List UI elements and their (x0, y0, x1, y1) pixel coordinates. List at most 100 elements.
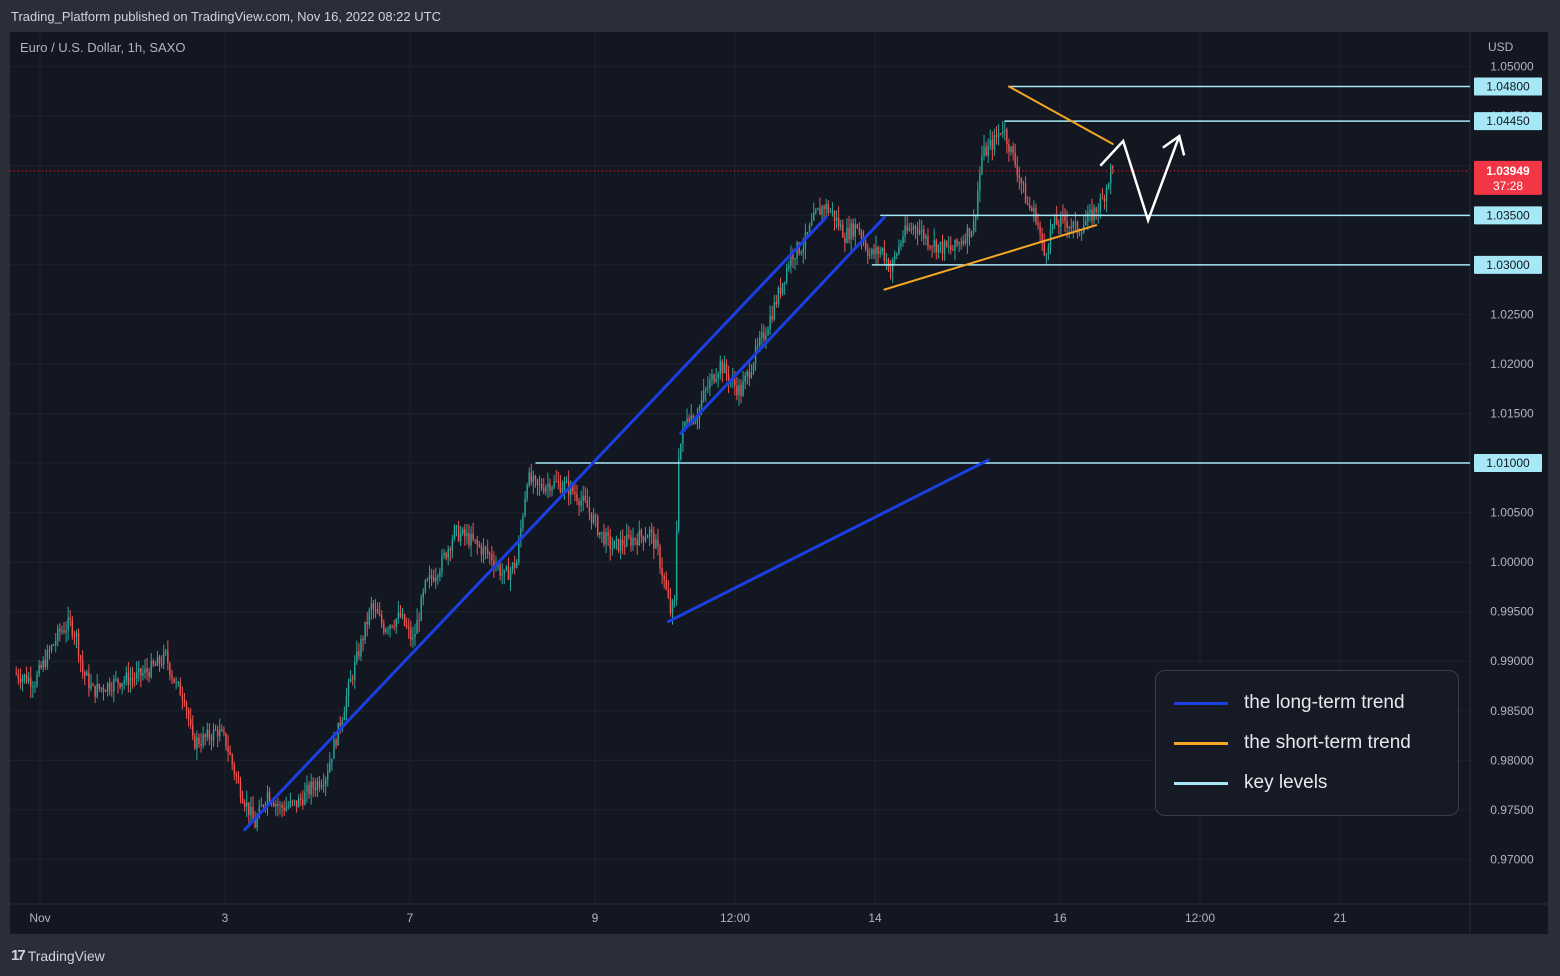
candle-body (914, 226, 917, 229)
candle-body (651, 529, 653, 533)
candle (113, 674, 115, 703)
candle-body (335, 739, 337, 746)
candle-body (1097, 210, 1099, 212)
candle-body (173, 678, 175, 683)
candle-body (931, 246, 933, 248)
candle-body (266, 791, 269, 805)
candle (846, 218, 848, 244)
candle (1012, 142, 1014, 161)
candle-body (783, 282, 786, 284)
candle-body (339, 722, 341, 727)
candle-body (71, 619, 74, 636)
candle-body (690, 415, 692, 423)
candle (237, 771, 240, 784)
candle (223, 726, 225, 737)
candle-body (100, 687, 103, 689)
candle (187, 707, 190, 727)
candle-body (127, 672, 130, 685)
candle-body (1070, 226, 1072, 228)
candle (1016, 155, 1018, 183)
candle (381, 610, 383, 629)
candle-body (497, 565, 499, 567)
candle (34, 680, 36, 693)
candle-body (393, 626, 395, 628)
candle-body (923, 229, 925, 239)
candle (499, 559, 501, 581)
candle-body (711, 374, 713, 380)
y-tick-label: 1.02500 (1490, 307, 1534, 321)
candle (987, 138, 989, 163)
candle (790, 245, 792, 274)
candle (453, 523, 456, 542)
candle (1045, 253, 1048, 266)
candle (451, 534, 454, 559)
candle-body (306, 784, 308, 792)
candle (127, 661, 130, 693)
candle-body (102, 687, 105, 692)
candle (1006, 127, 1008, 154)
candle (335, 737, 337, 750)
candle (788, 260, 790, 272)
candle (777, 285, 780, 308)
candle (312, 777, 314, 798)
candle (786, 263, 788, 285)
candle (935, 238, 937, 260)
candle (437, 573, 439, 585)
candle-body (210, 738, 213, 741)
candle-body (229, 752, 231, 755)
key-level-tag-box (1474, 454, 1542, 473)
candle (1039, 221, 1041, 243)
candle (707, 376, 709, 393)
candle (439, 567, 441, 582)
candle (750, 364, 753, 379)
candle-body (819, 208, 821, 215)
candle (158, 654, 161, 672)
candle (36, 670, 38, 689)
candle-body (636, 540, 638, 546)
candle (977, 181, 979, 220)
candle-body (769, 315, 771, 330)
candle-body (1109, 166, 1112, 184)
candle (44, 649, 47, 670)
candle-body (54, 641, 57, 645)
candle-body (719, 361, 721, 374)
candle-body (642, 536, 645, 542)
key-level-tag-box (1474, 112, 1542, 131)
candle-body (410, 628, 412, 640)
tradingview-logo[interactable]: 17 TradingView (11, 947, 105, 964)
key-level-tag-box (1474, 255, 1542, 274)
candle-body (160, 663, 163, 665)
candle-body (844, 237, 846, 243)
candle (154, 660, 157, 666)
candle-body (582, 495, 584, 501)
candle (954, 239, 956, 261)
candle-body (285, 807, 287, 811)
candle (275, 800, 277, 816)
candle-body (823, 206, 825, 210)
candle (412, 626, 414, 649)
candle-body (412, 637, 414, 640)
candle-body (318, 781, 321, 788)
y-tick-label: 1.05000 (1490, 60, 1534, 74)
chart-frame[interactable]: 0.97000 0.97500 0.98000 0.98500 0.99000 0.995… (10, 32, 1548, 934)
candle (524, 491, 526, 518)
candle (655, 534, 657, 549)
candle (661, 557, 663, 585)
candle (420, 594, 422, 622)
candle (528, 467, 530, 488)
candle-body (106, 683, 109, 692)
candle-body (65, 630, 67, 633)
candle (723, 355, 726, 374)
candle-body (665, 579, 667, 590)
candle-body (756, 345, 759, 347)
candle (962, 235, 964, 247)
candle-body (839, 224, 842, 227)
candle (889, 259, 892, 280)
price-chart[interactable]: 0.97000 0.97500 0.98000 0.98500 0.99000 0.995… (10, 32, 1548, 934)
candle-body (256, 817, 258, 828)
candle (659, 543, 661, 574)
candle (1087, 204, 1089, 231)
candle-body (92, 684, 94, 686)
candle (489, 551, 491, 565)
candle-body (354, 662, 356, 680)
